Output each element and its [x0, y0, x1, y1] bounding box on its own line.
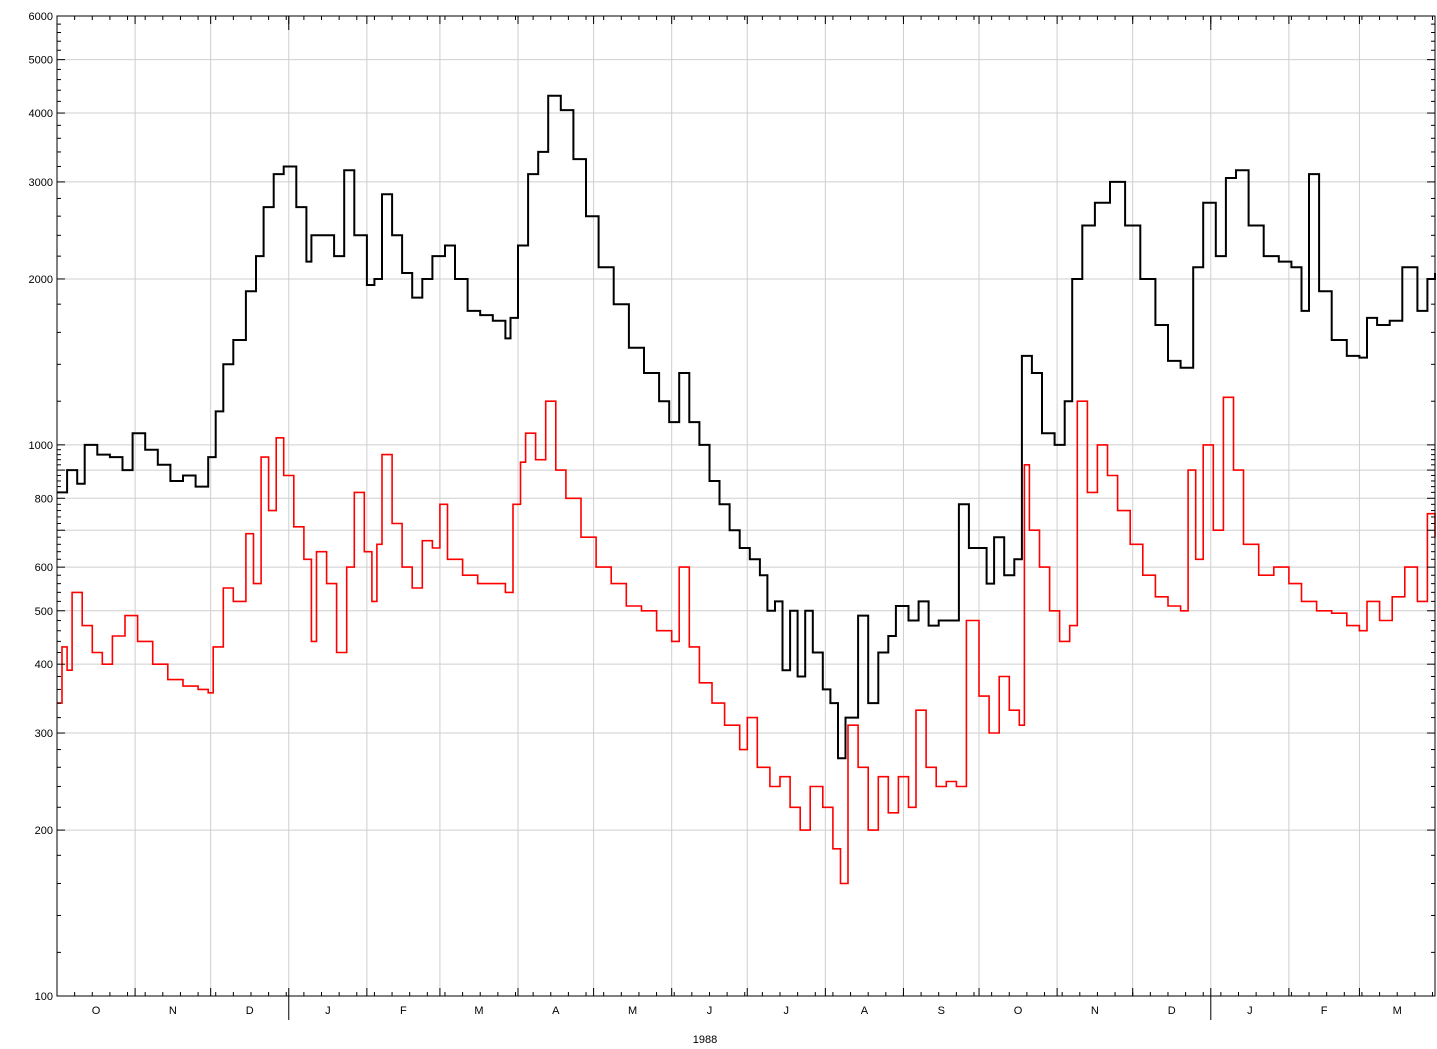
- x-tick-label: F: [400, 1005, 407, 1017]
- x-tick-label: N: [1091, 1005, 1099, 1017]
- y-tick-label: 6000: [29, 11, 53, 23]
- x-tick-label: O: [92, 1005, 101, 1017]
- y-tick-label: 500: [35, 606, 53, 618]
- x-tick-label: O: [1014, 1005, 1023, 1017]
- x-tick-label: J: [707, 1005, 713, 1017]
- x-tick-label: J: [325, 1005, 331, 1017]
- y-tick-label: 5000: [29, 55, 53, 67]
- x-tick-label: F: [1321, 1005, 1328, 1017]
- y-tick-label: 2000: [29, 274, 53, 286]
- x-tick-label: J: [784, 1005, 790, 1017]
- series-line-2: [57, 396, 1436, 885]
- y-tick-label: 600: [35, 562, 53, 574]
- x-tick-label: N: [169, 1005, 177, 1017]
- x-tick-label: S: [938, 1005, 945, 1017]
- x-tick-label: M: [1393, 1005, 1402, 1017]
- y-tick-label: 300: [35, 728, 53, 740]
- x-tick-label: M: [628, 1005, 637, 1017]
- y-tick-label: 100: [35, 991, 53, 1003]
- grid-lines: [57, 16, 1435, 996]
- x-tick-label: J: [1247, 1005, 1253, 1017]
- x-tick-label: D: [1168, 1005, 1176, 1017]
- y-tick-label: 4000: [29, 108, 53, 120]
- x-axis-label: 1988: [693, 1034, 717, 1046]
- plot-frame: [56, 15, 1436, 997]
- y-tick-label: 800: [35, 493, 53, 505]
- y-tick-label: 1000: [29, 440, 53, 452]
- x-tick-label: A: [552, 1005, 560, 1017]
- y-axis: 100 200 300 400 500 600 800 1000 2000 3000 4000 500…: [29, 11, 1435, 1003]
- series-lines: [57, 94, 1436, 885]
- x-tick-label: M: [474, 1005, 483, 1017]
- x-tick-label: A: [861, 1005, 869, 1017]
- y-tick-label: 200: [35, 825, 53, 837]
- series-line-1: [57, 94, 1436, 760]
- y-tick-label: 3000: [29, 177, 53, 189]
- y-tick-label: 400: [35, 659, 53, 671]
- x-tick-label: D: [246, 1005, 254, 1017]
